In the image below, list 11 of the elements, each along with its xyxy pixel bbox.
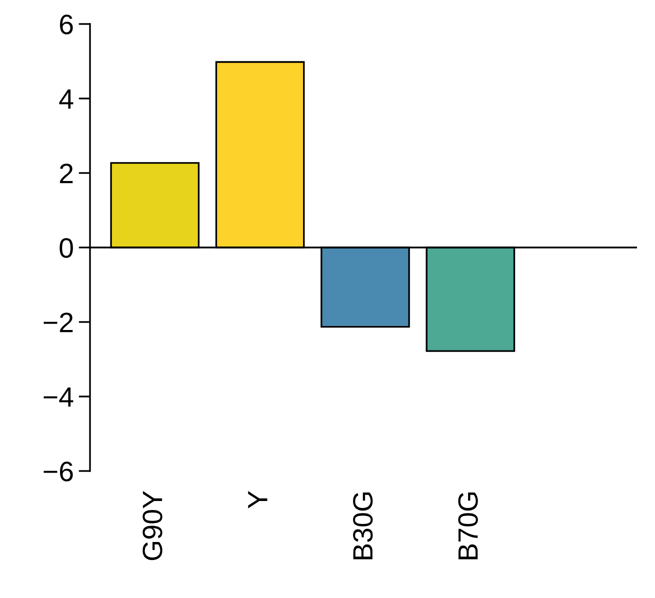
x-tick-label: Y <box>248 491 268 508</box>
y-tick-label: 4 <box>59 89 74 109</box>
x-tick-label: B30G <box>353 492 373 560</box>
y-tick-label: −4 <box>44 387 74 407</box>
y-tick-label: 6 <box>60 14 73 34</box>
x-tick-label: G90Y <box>142 491 162 560</box>
y-tick-label: 0 <box>60 238 73 258</box>
y-tick-label: −6 <box>44 462 73 482</box>
y-tick-label: 2 <box>60 164 73 184</box>
y-tick-label: −2 <box>44 312 73 332</box>
x-tick-label: B70G <box>458 492 478 560</box>
